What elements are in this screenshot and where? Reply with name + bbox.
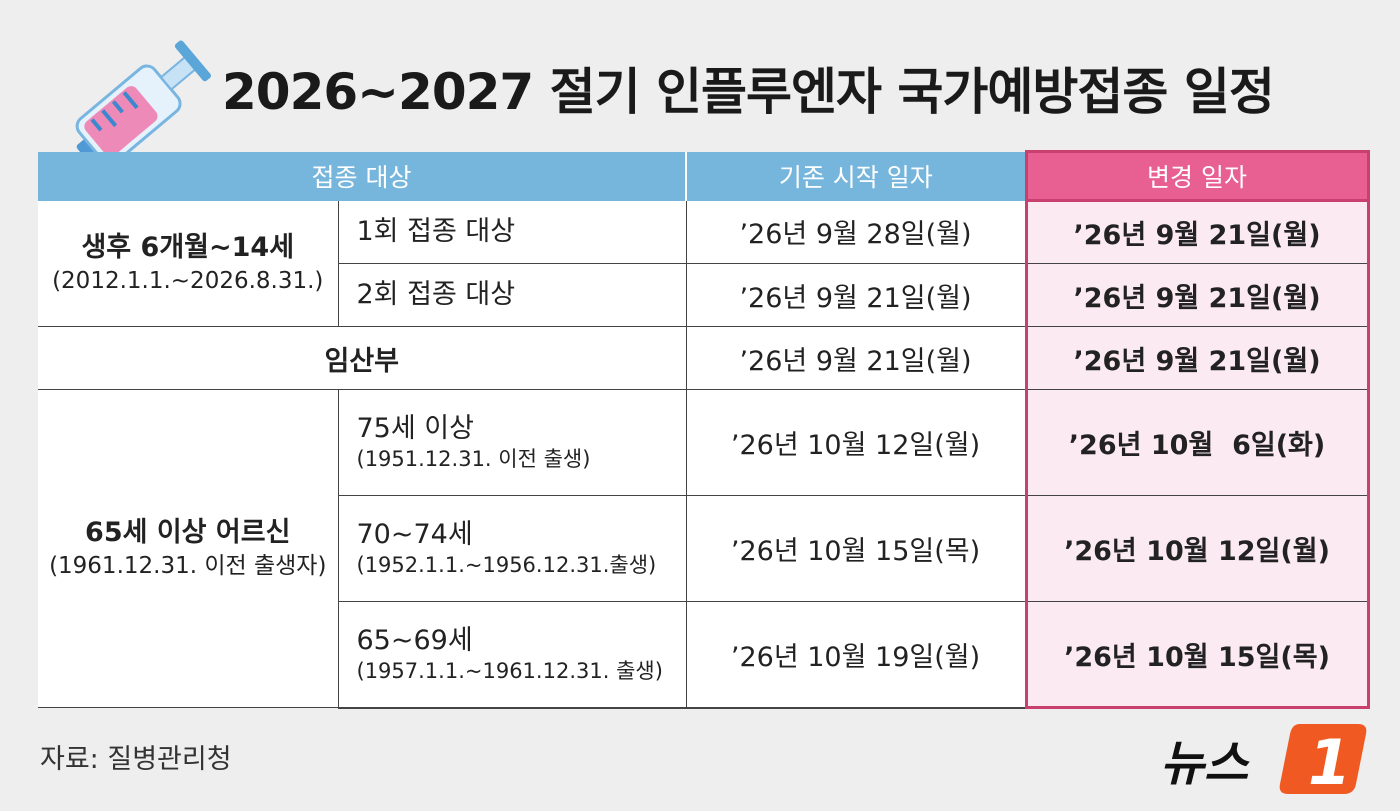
sub-target-cell: 75세 이상 (1951.12.31. 이전 출생)	[338, 389, 687, 496]
header-changed-date: 변경 일자	[1024, 150, 1370, 202]
group-range: (2012.1.1.~2026.8.31.)	[52, 267, 324, 294]
sub-target-cell: 1회 접종 대상	[338, 200, 687, 264]
table-row: 65~69세 (1957.1.1.~1961.12.31. 출생) ’26년 1…	[38, 601, 1370, 709]
news1-logo: 뉴스 1	[1160, 724, 1367, 798]
page-title: 2026~2027 절기 인플루엔자 국가예방접종 일정	[222, 63, 1275, 121]
changed-date-cell: ’26년 10월 15일(목)	[1024, 601, 1370, 709]
header-target: 접종 대상	[38, 151, 688, 201]
original-date-cell: ’26년 9월 21일(월)	[686, 263, 1027, 327]
group-cell-seniors: 65세 이상 어르신 (1961.12.31. 이전 출생자)	[38, 389, 339, 708]
sub-target-label: 75세 이상	[356, 413, 474, 445]
changed-date-cell: ’26년 10월 6일(화)	[1024, 389, 1370, 496]
sub-target-label: 65~69세	[356, 625, 473, 657]
svg-text:1: 1	[1308, 726, 1351, 798]
changed-date-cell: ’26년 9월 21일(월)	[1024, 263, 1370, 327]
changed-date-cell: ’26년 9월 21일(월)	[1024, 200, 1370, 264]
sub-target-range: (1951.12.31. 이전 출생)	[356, 447, 591, 472]
table-row: 생후 6개월~14세 (2012.1.1.~2026.8.31.) 1회 접종 …	[38, 200, 1370, 327]
original-date-cell: ’26년 10월 12일(월)	[686, 389, 1027, 496]
sub-target-label: 70~74세	[356, 519, 473, 551]
original-date-cell: ’26년 10월 15일(목)	[686, 495, 1027, 602]
table-row: 임산부 ’26년 9월 21일(월) ’26년 9월 21일(월)	[38, 326, 1370, 390]
table-row: 70~74세 (1952.1.1.~1956.12.31.출생) ’26년 10…	[38, 495, 1370, 602]
header-original-date: 기존 시작 일자	[686, 151, 1028, 201]
group-cell-children: 생후 6개월~14세 (2012.1.1.~2026.8.31.)	[38, 200, 339, 327]
group-label: 생후 6개월~14세	[81, 231, 295, 263]
svg-text:뉴스: 뉴스	[1160, 736, 1250, 792]
target-pregnant-cell: 임산부	[38, 326, 687, 390]
changed-date-cell: ’26년 9월 21일(월)	[1024, 326, 1370, 390]
original-date-cell: ’26년 9월 28일(월)	[686, 200, 1027, 264]
original-date-cell: ’26년 10월 19일(월)	[686, 601, 1027, 709]
syringe-icon	[53, 40, 211, 178]
schedule-table: 접종 대상 기존 시작 일자 변경 일자 생후 6개월~14세 (2012.1.…	[38, 150, 1370, 709]
changed-date-cell: ’26년 10월 12일(월)	[1024, 495, 1370, 602]
group-label: 65세 이상 어르신	[85, 516, 291, 548]
group-range: (1961.12.31. 이전 출생자)	[49, 553, 327, 580]
table-header-row: 접종 대상 기존 시작 일자 변경 일자	[38, 150, 1370, 202]
table-row: 65세 이상 어르신 (1961.12.31. 이전 출생자) 75세 이상 (…	[38, 389, 1370, 708]
sub-target-cell: 70~74세 (1952.1.1.~1956.12.31.출생)	[338, 495, 687, 602]
source-note: 자료: 질병관리청	[40, 744, 232, 775]
sub-target-cell: 65~69세 (1957.1.1.~1961.12.31. 출생)	[338, 601, 687, 709]
sub-target-range: (1952.1.1.~1956.12.31.출생)	[356, 553, 657, 578]
original-date-cell: ’26년 9월 21일(월)	[686, 326, 1027, 390]
sub-target-cell: 2회 접종 대상	[338, 263, 687, 327]
sub-target-range: (1957.1.1.~1961.12.31. 출생)	[356, 659, 663, 684]
table-row: 2회 접종 대상 ’26년 9월 21일(월) ’26년 9월 21일(월)	[38, 263, 1370, 327]
